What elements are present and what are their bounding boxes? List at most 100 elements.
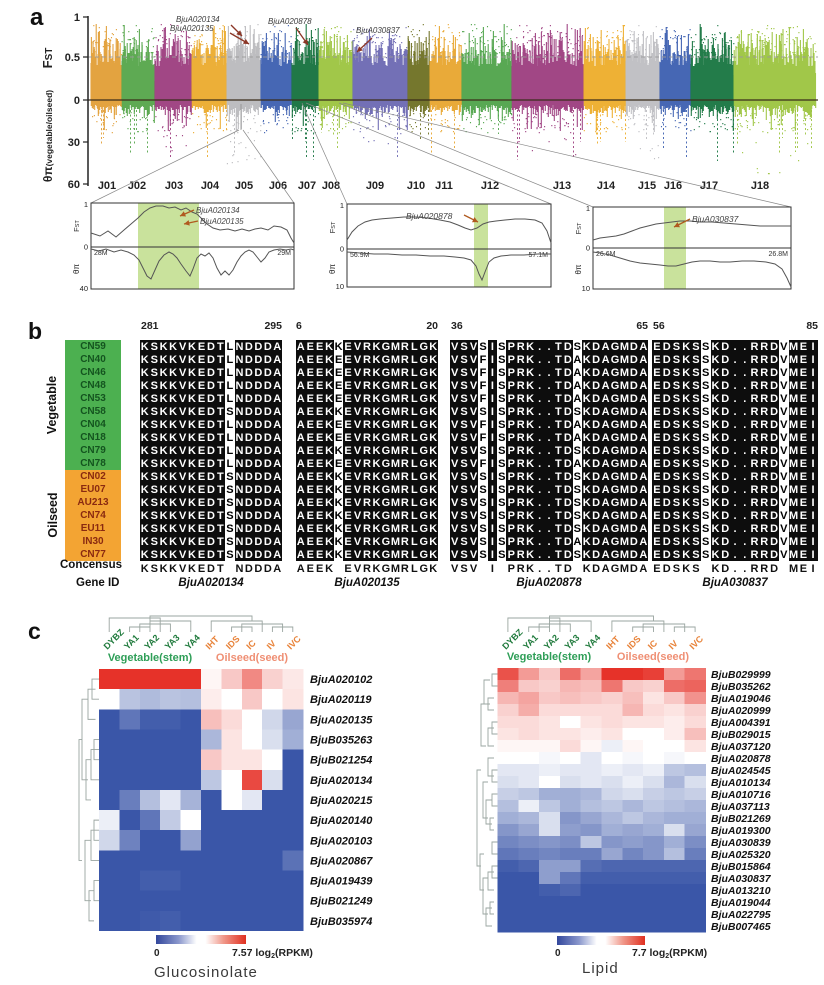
svg-text:BjuA020102: BjuA020102 [310, 674, 372, 686]
svg-text:0: 0 [154, 948, 160, 959]
svg-text:BjuB035263: BjuB035263 [310, 735, 372, 747]
svg-text:0: 0 [74, 95, 80, 107]
svg-text:θπ: θπ [72, 264, 81, 274]
svg-text:J01: J01 [98, 180, 116, 192]
svg-text:θπ: θπ [574, 264, 583, 274]
svg-text:0.5: 0.5 [65, 52, 80, 64]
svg-text:1: 1 [74, 12, 80, 24]
svg-text:BjuA030837: BjuA030837 [356, 26, 400, 35]
svg-text:Glucosinolate: Glucosinolate [154, 964, 258, 981]
svg-text:60: 60 [68, 179, 80, 191]
svg-text:1: 1 [84, 200, 88, 209]
svg-text:YA1: YA1 [122, 633, 141, 652]
svg-text:BjuA020215: BjuA020215 [310, 795, 373, 807]
svg-text:0: 0 [586, 244, 590, 253]
svg-text:BjuA030837: BjuA030837 [692, 214, 739, 224]
svg-text:J14: J14 [597, 180, 616, 192]
svg-text:J15: J15 [638, 180, 656, 192]
svg-text:J03: J03 [165, 180, 183, 192]
svg-text:J06: J06 [269, 180, 287, 192]
svg-text:FST: FST [328, 221, 337, 233]
svg-text:Oilseed(seed): Oilseed(seed) [617, 651, 689, 663]
svg-text:1: 1 [340, 201, 344, 210]
svg-text:J13: J13 [553, 180, 571, 192]
svg-text:BjuB007465: BjuB007465 [711, 921, 771, 933]
svg-text:BjuA020134: BjuA020134 [176, 15, 220, 24]
svg-text:Lipid: Lipid [582, 960, 619, 977]
svg-text:IVC: IVC [285, 633, 303, 651]
svg-text:IC: IC [244, 638, 258, 652]
svg-text:J12: J12 [481, 180, 499, 192]
svg-text:FST: FST [72, 220, 81, 232]
svg-text:BjuB021269: BjuB021269 [711, 813, 771, 825]
svg-text:BjuA020999: BjuA020999 [711, 705, 771, 717]
svg-text:29M: 29M [277, 250, 291, 257]
svg-text:BjuA020135: BjuA020135 [310, 714, 373, 726]
svg-text:J16: J16 [664, 180, 682, 192]
svg-text:10: 10 [336, 282, 344, 291]
svg-text:BjuA020103: BjuA020103 [310, 835, 372, 847]
svg-text:BjuA030839: BjuA030839 [711, 837, 771, 849]
svg-text:FST: FST [40, 48, 55, 69]
svg-text:Oilseed(seed): Oilseed(seed) [216, 652, 288, 664]
svg-text:IDS: IDS [224, 634, 242, 652]
svg-text:θπ(vegetable/oilseed): θπ(vegetable/oilseed) [41, 90, 55, 182]
svg-text:DYBZ: DYBZ [102, 627, 127, 652]
svg-text:BjuA020867: BjuA020867 [310, 855, 373, 867]
svg-text:YA3: YA3 [163, 633, 182, 652]
svg-text:IC: IC [646, 638, 660, 652]
svg-text:IV: IV [265, 638, 278, 651]
svg-text:IHT: IHT [604, 634, 622, 652]
svg-text:IDS: IDS [625, 634, 643, 652]
svg-text:IV: IV [667, 638, 680, 651]
svg-text:BjuB029999: BjuB029999 [711, 669, 771, 681]
svg-text:BjuA022795: BjuA022795 [711, 909, 771, 921]
svg-text:BjuA030837: BjuA030837 [711, 873, 772, 885]
svg-text:BjuB021249: BjuB021249 [310, 896, 373, 908]
svg-text:J08: J08 [322, 180, 340, 192]
svg-text:YA1: YA1 [521, 633, 540, 652]
svg-text:J07: J07 [298, 180, 316, 192]
svg-text:BjuA020878: BjuA020878 [711, 753, 771, 765]
svg-text:0: 0 [555, 948, 561, 959]
svg-text:BjuA020140: BjuA020140 [310, 815, 373, 827]
svg-text:J04: J04 [201, 180, 220, 192]
svg-text:BjuB029015: BjuB029015 [711, 729, 771, 741]
svg-text:0: 0 [84, 243, 88, 252]
svg-text:28M: 28M [94, 250, 108, 257]
svg-text:BjuB021254: BjuB021254 [310, 755, 372, 767]
svg-text:BjuA010134: BjuA010134 [711, 777, 771, 789]
svg-text:J10: J10 [407, 180, 425, 192]
svg-text:BjuA004391: BjuA004391 [711, 717, 771, 729]
svg-text:BjuA020135: BjuA020135 [170, 24, 214, 33]
svg-text:BjuA024545: BjuA024545 [711, 765, 771, 777]
svg-text:30: 30 [68, 137, 80, 149]
svg-text:BjuA019439: BjuA019439 [310, 876, 373, 888]
svg-text:BjuA020878: BjuA020878 [406, 211, 453, 221]
svg-text:Vegetable(stem): Vegetable(stem) [507, 651, 592, 663]
svg-text:BjuA020119: BjuA020119 [310, 694, 372, 706]
svg-text:BjuA019044: BjuA019044 [711, 897, 771, 909]
svg-text:10: 10 [582, 284, 590, 293]
svg-text:YA2: YA2 [142, 633, 161, 652]
svg-text:BjuB035262: BjuB035262 [711, 681, 771, 693]
svg-text:0: 0 [340, 245, 344, 254]
svg-text:BjuA020135: BjuA020135 [200, 217, 244, 226]
svg-text:40: 40 [80, 284, 88, 293]
svg-text:IHT: IHT [204, 634, 222, 652]
svg-text:Vegetable(stem): Vegetable(stem) [108, 652, 193, 664]
svg-text:IVC: IVC [687, 633, 705, 651]
svg-text:1: 1 [586, 204, 590, 213]
svg-text:BjuA020134: BjuA020134 [310, 775, 372, 787]
svg-text:θπ: θπ [328, 264, 337, 274]
svg-text:BjuA025320: BjuA025320 [711, 849, 771, 861]
svg-text:BjuA010716: BjuA010716 [711, 789, 771, 801]
svg-text:YA3: YA3 [563, 633, 582, 652]
svg-text:BjuA037113: BjuA037113 [711, 801, 770, 813]
svg-text:57.1M: 57.1M [529, 252, 549, 259]
svg-text:BjuB015864: BjuB015864 [711, 861, 771, 873]
svg-text:BjuA013210: BjuA013210 [711, 885, 771, 897]
svg-text:YA4: YA4 [183, 633, 202, 652]
svg-text:BjuA037120: BjuA037120 [711, 741, 771, 753]
svg-text:J17: J17 [700, 180, 718, 192]
